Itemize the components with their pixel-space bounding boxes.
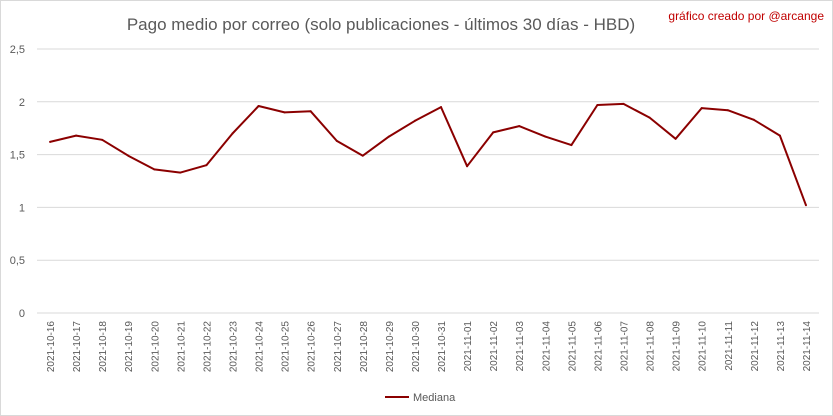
x-tick-label: 2021-10-21	[176, 321, 187, 373]
x-tick-label: 2021-10-18	[98, 321, 109, 373]
data-point	[804, 204, 807, 207]
x-tick-label: 2021-10-28	[359, 321, 370, 373]
x-tick-label: 2021-10-20	[150, 321, 161, 373]
data-point	[179, 171, 182, 174]
x-tick-label: 2021-11-11	[724, 321, 735, 371]
chart-title: Pago medio por correo (solo publicacione…	[126, 15, 636, 34]
data-point	[335, 139, 338, 142]
x-tick-label: 2021-11-04	[541, 321, 552, 372]
x-tick-label: 2021-11-14	[802, 321, 813, 372]
data-point	[361, 154, 364, 157]
x-tick-label: 2021-10-17	[72, 321, 83, 373]
x-tick-label: 2021-10-16	[46, 321, 57, 373]
data-point	[309, 110, 312, 113]
data-point	[544, 135, 547, 138]
x-tick-label: 2021-10-26	[307, 321, 318, 373]
data-point	[518, 125, 521, 128]
data-point	[440, 106, 443, 109]
x-tick-label: 2021-11-13	[776, 321, 787, 372]
x-tick-label: 2021-11-05	[567, 321, 578, 372]
x-tick-label: 2021-11-03	[515, 321, 526, 372]
chart-credit: gráfico creado por @arcange	[668, 9, 824, 23]
x-tick-label: 2021-11-06	[593, 321, 604, 372]
data-point	[101, 138, 104, 141]
y-tick-label: 1,5	[10, 150, 25, 162]
data-point	[283, 111, 286, 114]
data-point	[413, 119, 416, 122]
data-point	[596, 103, 599, 106]
x-tick-label: 2021-11-10	[698, 321, 709, 372]
data-point	[257, 105, 260, 108]
x-tick-label: 2021-10-31	[437, 321, 448, 373]
x-tick-label: 2021-10-23	[229, 321, 240, 373]
data-point	[648, 116, 651, 119]
data-point	[492, 131, 495, 134]
series-line-mediana	[49, 102, 807, 206]
data-point	[153, 168, 156, 171]
data-point	[75, 134, 78, 137]
x-tick-label: 2021-11-08	[646, 321, 657, 372]
y-tick-label: 1	[19, 202, 25, 214]
data-point	[700, 107, 703, 110]
x-tick-label: 2021-10-19	[124, 321, 135, 373]
data-point	[674, 137, 677, 140]
data-point	[752, 118, 755, 121]
x-tick-label: 2021-10-22	[202, 321, 213, 373]
x-tick-label: 2021-10-29	[385, 321, 396, 373]
data-point	[466, 165, 469, 168]
data-point	[570, 144, 573, 147]
data-point	[387, 135, 390, 138]
data-point	[778, 134, 781, 137]
data-point	[127, 154, 130, 157]
y-tick-label: 0,5	[10, 255, 25, 267]
x-tick-label: 2021-11-07	[620, 321, 631, 372]
x-tick-label: 2021-11-02	[489, 321, 500, 372]
y-tick-label: 2	[19, 97, 25, 109]
data-point	[726, 109, 729, 112]
x-tick-label: 2021-11-12	[750, 321, 761, 372]
x-tick-label: 2021-11-09	[672, 321, 683, 372]
y-tick-label: 2,5	[10, 44, 25, 56]
x-tick-label: 2021-10-30	[411, 321, 422, 373]
data-point	[622, 102, 625, 105]
y-tick-label: 0	[19, 308, 25, 320]
legend-label: Mediana	[413, 392, 456, 404]
x-tick-label: 2021-10-27	[333, 321, 344, 373]
data-point	[49, 140, 52, 143]
x-tick-label: 2021-11-01	[463, 321, 474, 372]
x-tick-label: 2021-10-24	[255, 321, 266, 373]
data-point	[205, 164, 208, 167]
x-tick-label: 2021-10-25	[281, 321, 292, 373]
data-point	[231, 132, 234, 135]
